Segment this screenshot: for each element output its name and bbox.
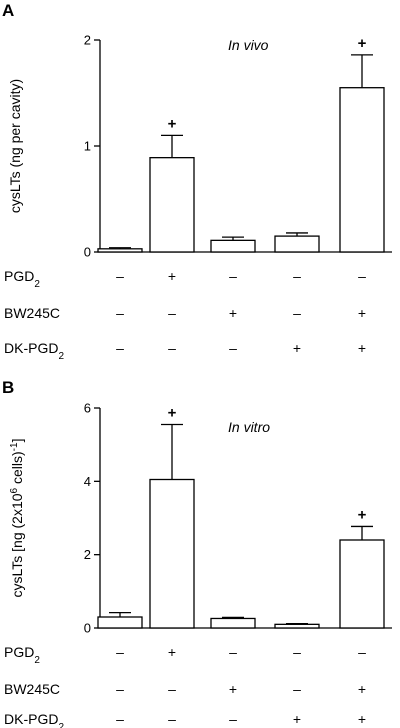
condition-sign: – — [116, 681, 124, 697]
condition-sign: – — [293, 644, 301, 660]
condition-sign: – — [358, 644, 366, 660]
condition-sign: + — [293, 711, 301, 727]
panel-annotation: In vivo — [228, 37, 269, 53]
y-tick-label: 1 — [84, 139, 91, 154]
significance-mark: + — [358, 35, 367, 52]
condition-sign: – — [168, 681, 176, 697]
significance-mark: + — [168, 405, 177, 422]
bar — [339, 87, 385, 253]
significance-mark: + — [168, 115, 177, 132]
bar — [149, 478, 195, 629]
condition-label: BW245C — [4, 305, 60, 321]
condition-label: DK-PGD2 — [4, 340, 64, 362]
bar — [210, 239, 256, 253]
significance-mark: + — [358, 506, 367, 523]
y-axis-title: cysLTs [ng (2x106 cells)-1] — [9, 439, 26, 598]
panel-letter: A — [2, 1, 14, 20]
condition-sign: – — [116, 268, 124, 284]
y-tick-label: 4 — [84, 474, 91, 489]
bar — [97, 248, 143, 253]
bar — [149, 157, 195, 253]
condition-sign: + — [358, 305, 366, 321]
condition-sign: + — [168, 644, 176, 660]
y-tick-label: 2 — [84, 33, 91, 48]
y-tick-label: 2 — [84, 547, 91, 562]
bar — [97, 616, 143, 629]
condition-sign: + — [229, 681, 237, 697]
condition-sign: – — [168, 340, 176, 356]
condition-sign: – — [293, 305, 301, 321]
y-tick-label: 6 — [84, 401, 91, 416]
condition-sign: – — [229, 268, 237, 284]
condition-sign: – — [358, 268, 366, 284]
bar — [339, 539, 385, 629]
condition-sign: + — [358, 681, 366, 697]
y-tick-label: 0 — [84, 245, 91, 260]
condition-sign: – — [168, 711, 176, 727]
condition-label: BW245C — [4, 681, 60, 697]
chart-panel-a: A In vivo 0 1 2 cysLTs (ng per cavity) + + PGD2 –… — [2, 1, 392, 362]
condition-sign: – — [229, 644, 237, 660]
condition-label: PGD2 — [4, 268, 40, 290]
condition-sign: + — [229, 305, 237, 321]
condition-sign: – — [116, 340, 124, 356]
condition-label: PGD2 — [4, 644, 40, 666]
bar — [210, 617, 256, 629]
y-axis-title: cysLTs (ng per cavity) — [7, 79, 23, 213]
condition-sign: + — [358, 340, 366, 356]
condition-sign: – — [293, 681, 301, 697]
condition-sign: – — [116, 711, 124, 727]
panel-annotation: In vitro — [228, 419, 270, 435]
condition-sign: – — [293, 268, 301, 284]
chart-panel-b: B In vitro 0 2 4 6 cysLTs [ng (2x106 cells)-1]… — [2, 378, 392, 728]
condition-sign: – — [229, 340, 237, 356]
condition-sign: – — [168, 305, 176, 321]
panel-letter: B — [2, 378, 14, 397]
condition-label: DK-PGD2 — [4, 711, 64, 728]
bar — [274, 235, 320, 253]
bar — [274, 623, 320, 629]
condition-sign: + — [168, 268, 176, 284]
y-tick-label: 0 — [84, 621, 91, 636]
condition-sign: + — [293, 340, 301, 356]
condition-sign: + — [358, 711, 366, 727]
condition-sign: – — [229, 711, 237, 727]
condition-sign: – — [116, 305, 124, 321]
condition-sign: – — [116, 644, 124, 660]
